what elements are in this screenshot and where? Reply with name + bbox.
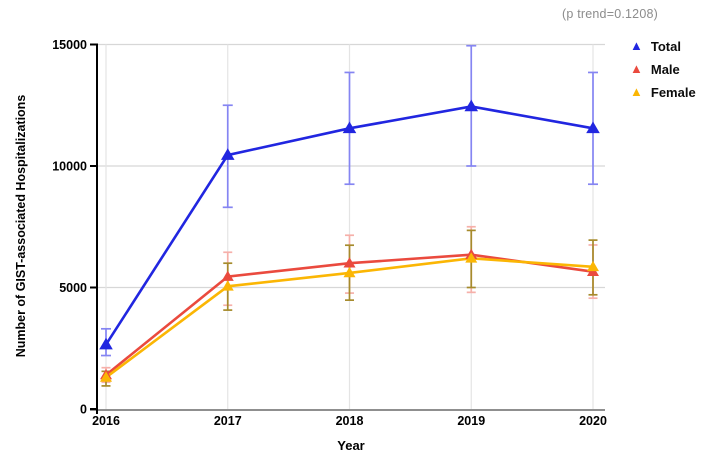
y-tick-label: 0 [80,403,87,417]
y-tick-label: 5000 [59,281,87,295]
x-tick-label: 2018 [336,414,364,428]
data-point-total-2016 [99,337,113,350]
x-tick-label: 2020 [579,414,607,428]
data-point-total-2019 [464,99,479,112]
y-tick-label: 10000 [52,160,87,174]
data-point-female-2016 [100,371,112,382]
data-point-female-2020 [587,260,599,272]
legend-item-male: ▲ Male [630,60,696,79]
legend-item-female: ▲ Female [630,83,696,102]
x-tick-label: 2017 [214,414,242,428]
y-tick-label: 15000 [52,38,87,52]
data-point-total-2020 [586,121,600,134]
legend-label: Female [650,85,696,100]
data-point-female-2019 [465,252,478,263]
data-point-male-2017 [221,270,234,281]
x-axis-title: Year [337,438,365,453]
data-point-male-2018 [343,257,356,268]
data-point-female-2018 [343,266,356,278]
legend-label: Total [650,39,681,54]
p-trend-annotation: (p trend=0.1208) [562,7,658,21]
triangle-marker-icon: ▲ [630,84,643,99]
triangle-marker-icon: ▲ [630,38,643,53]
data-point-total-2017 [220,148,235,160]
x-tick-label: 2019 [457,414,485,428]
triangle-marker-icon: ▲ [630,61,643,76]
legend-item-total: ▲ Total [630,37,696,56]
data-point-female-2017 [221,280,234,291]
legend-label: Male [650,62,680,77]
legend: ▲ Total ▲ Male ▲ Female [630,37,696,102]
y-axis-title: Number of GIST-associated Hospitalizatio… [14,94,28,358]
x-tick-label: 2016 [92,414,120,428]
data-point-total-2018 [342,121,357,134]
